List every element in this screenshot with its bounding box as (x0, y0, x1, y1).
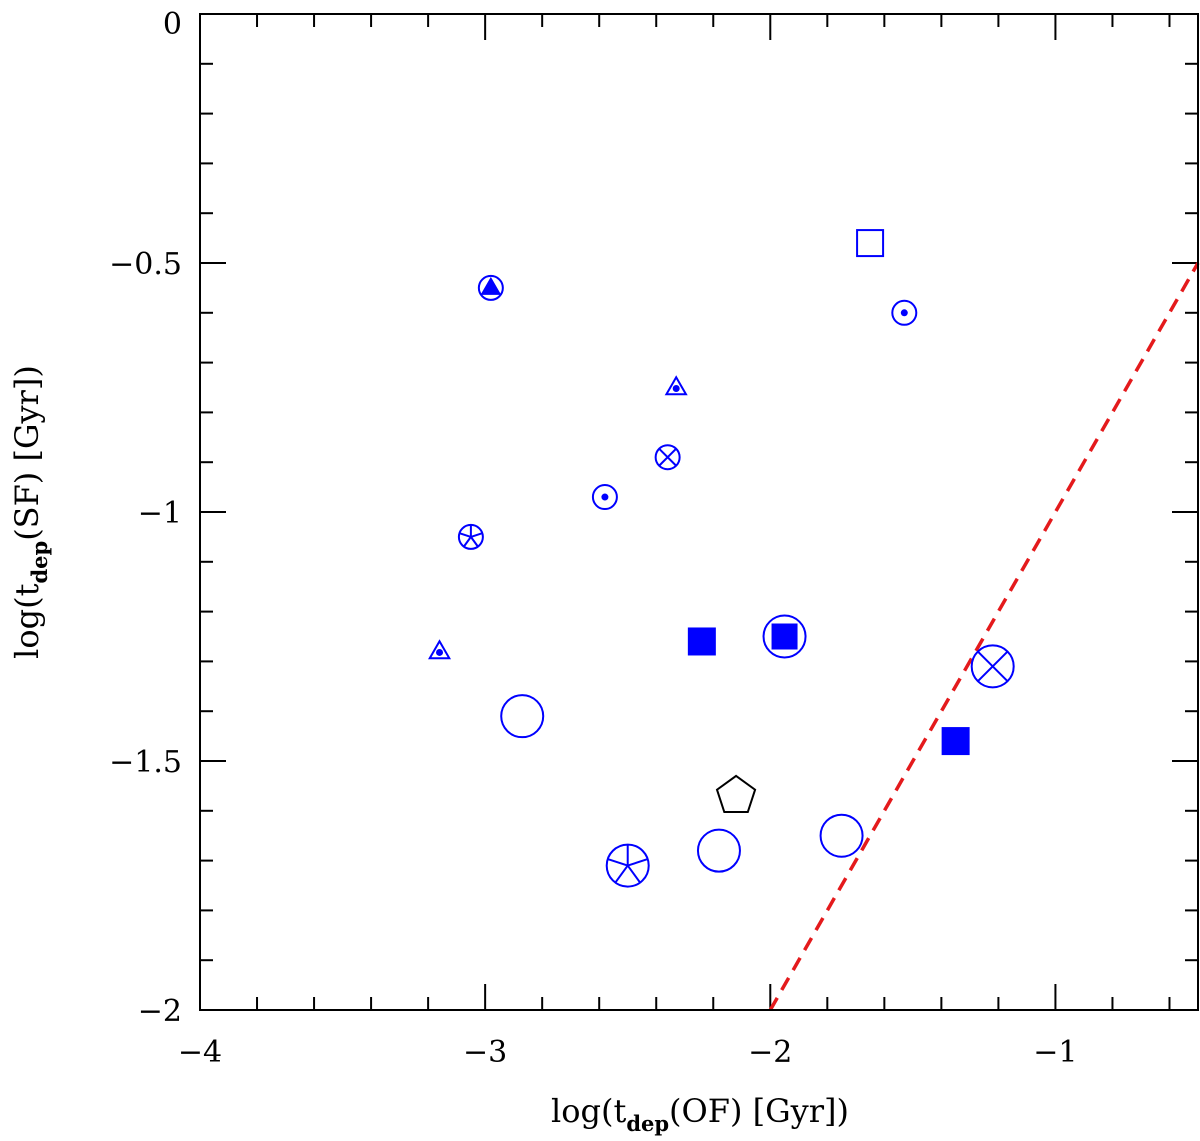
data-point (591, 484, 618, 511)
point-circle (970, 644, 1015, 689)
x-axis-label-pre: log(t (551, 1092, 626, 1130)
data-point (856, 229, 885, 258)
point-circle (696, 828, 741, 873)
data-point (762, 614, 807, 659)
point-circle (591, 484, 618, 511)
data-point (696, 828, 741, 873)
data-points (428, 229, 1015, 888)
y-tick-label: −2 (138, 994, 182, 1029)
data-point (654, 444, 681, 471)
point-spoke (470, 536, 479, 548)
data-point (941, 727, 970, 756)
point-circle (891, 299, 918, 326)
point-triangle (428, 639, 452, 660)
point-cross-line (977, 650, 1009, 682)
point-spoke (463, 536, 472, 548)
point-square (687, 627, 716, 656)
y-tick-label: 0 (163, 7, 182, 42)
y-tick-label: −1.5 (109, 745, 182, 780)
data-point (500, 694, 545, 739)
x-axis-label-post: (OF) [Gyr]) (669, 1092, 849, 1130)
x-axis-label: log(tdep(OF) [Gyr]) (551, 1092, 849, 1136)
point-circle (819, 813, 864, 858)
y-tick-label: −1 (138, 496, 182, 531)
point-square (941, 727, 970, 756)
point-circle (500, 694, 545, 739)
data-point (891, 299, 918, 326)
y-tick-label: −0.5 (109, 247, 182, 282)
point-spoke (626, 864, 641, 884)
x-tick-label: −1 (1033, 1035, 1077, 1070)
point-dot (436, 648, 444, 656)
x-tick-label: −2 (748, 1035, 792, 1070)
point-spoke (470, 532, 483, 538)
point-circle (654, 444, 681, 471)
point-spoke (627, 858, 648, 867)
point-square (856, 229, 885, 258)
point-cross-line (658, 448, 677, 467)
data-point (687, 627, 716, 656)
point-square (771, 623, 798, 650)
data-point (819, 813, 864, 858)
tick-labels: −4 −3 −2 −1 0 −0.5 −1 −1.5 −2 (109, 7, 1077, 1070)
point-dot (601, 493, 609, 501)
y-axis-label-post: (SF) [Gyr]) (8, 365, 46, 541)
x-tick-label: −4 (178, 1035, 222, 1070)
point-circle (762, 614, 807, 659)
x-tick-label: −3 (463, 1035, 507, 1070)
y-axis-label: log(tdep(SF) [Gyr]) (8, 365, 52, 659)
reference-line (768, 262, 1200, 1011)
data-point (715, 774, 757, 813)
point-spoke (459, 532, 472, 538)
point-spoke (614, 864, 629, 884)
point-spoke (607, 858, 629, 867)
data-point (605, 843, 650, 888)
x-axis-label-sub: dep (626, 1111, 669, 1136)
plot-frame (199, 13, 1199, 1011)
point-circle (477, 274, 504, 301)
point-triangle (664, 375, 688, 396)
data-point (477, 274, 504, 301)
reference-line-group (768, 262, 1200, 1011)
point-dot (672, 385, 680, 392)
point-dot (900, 309, 908, 317)
data-point (664, 375, 688, 396)
data-point (970, 644, 1015, 689)
y-axis-label-pre: log(t (8, 583, 46, 658)
point-pentagon (715, 774, 757, 813)
data-point (428, 639, 452, 660)
point-triangle (480, 276, 502, 295)
data-point (457, 523, 484, 550)
y-axis-label-sub: dep (27, 541, 52, 584)
